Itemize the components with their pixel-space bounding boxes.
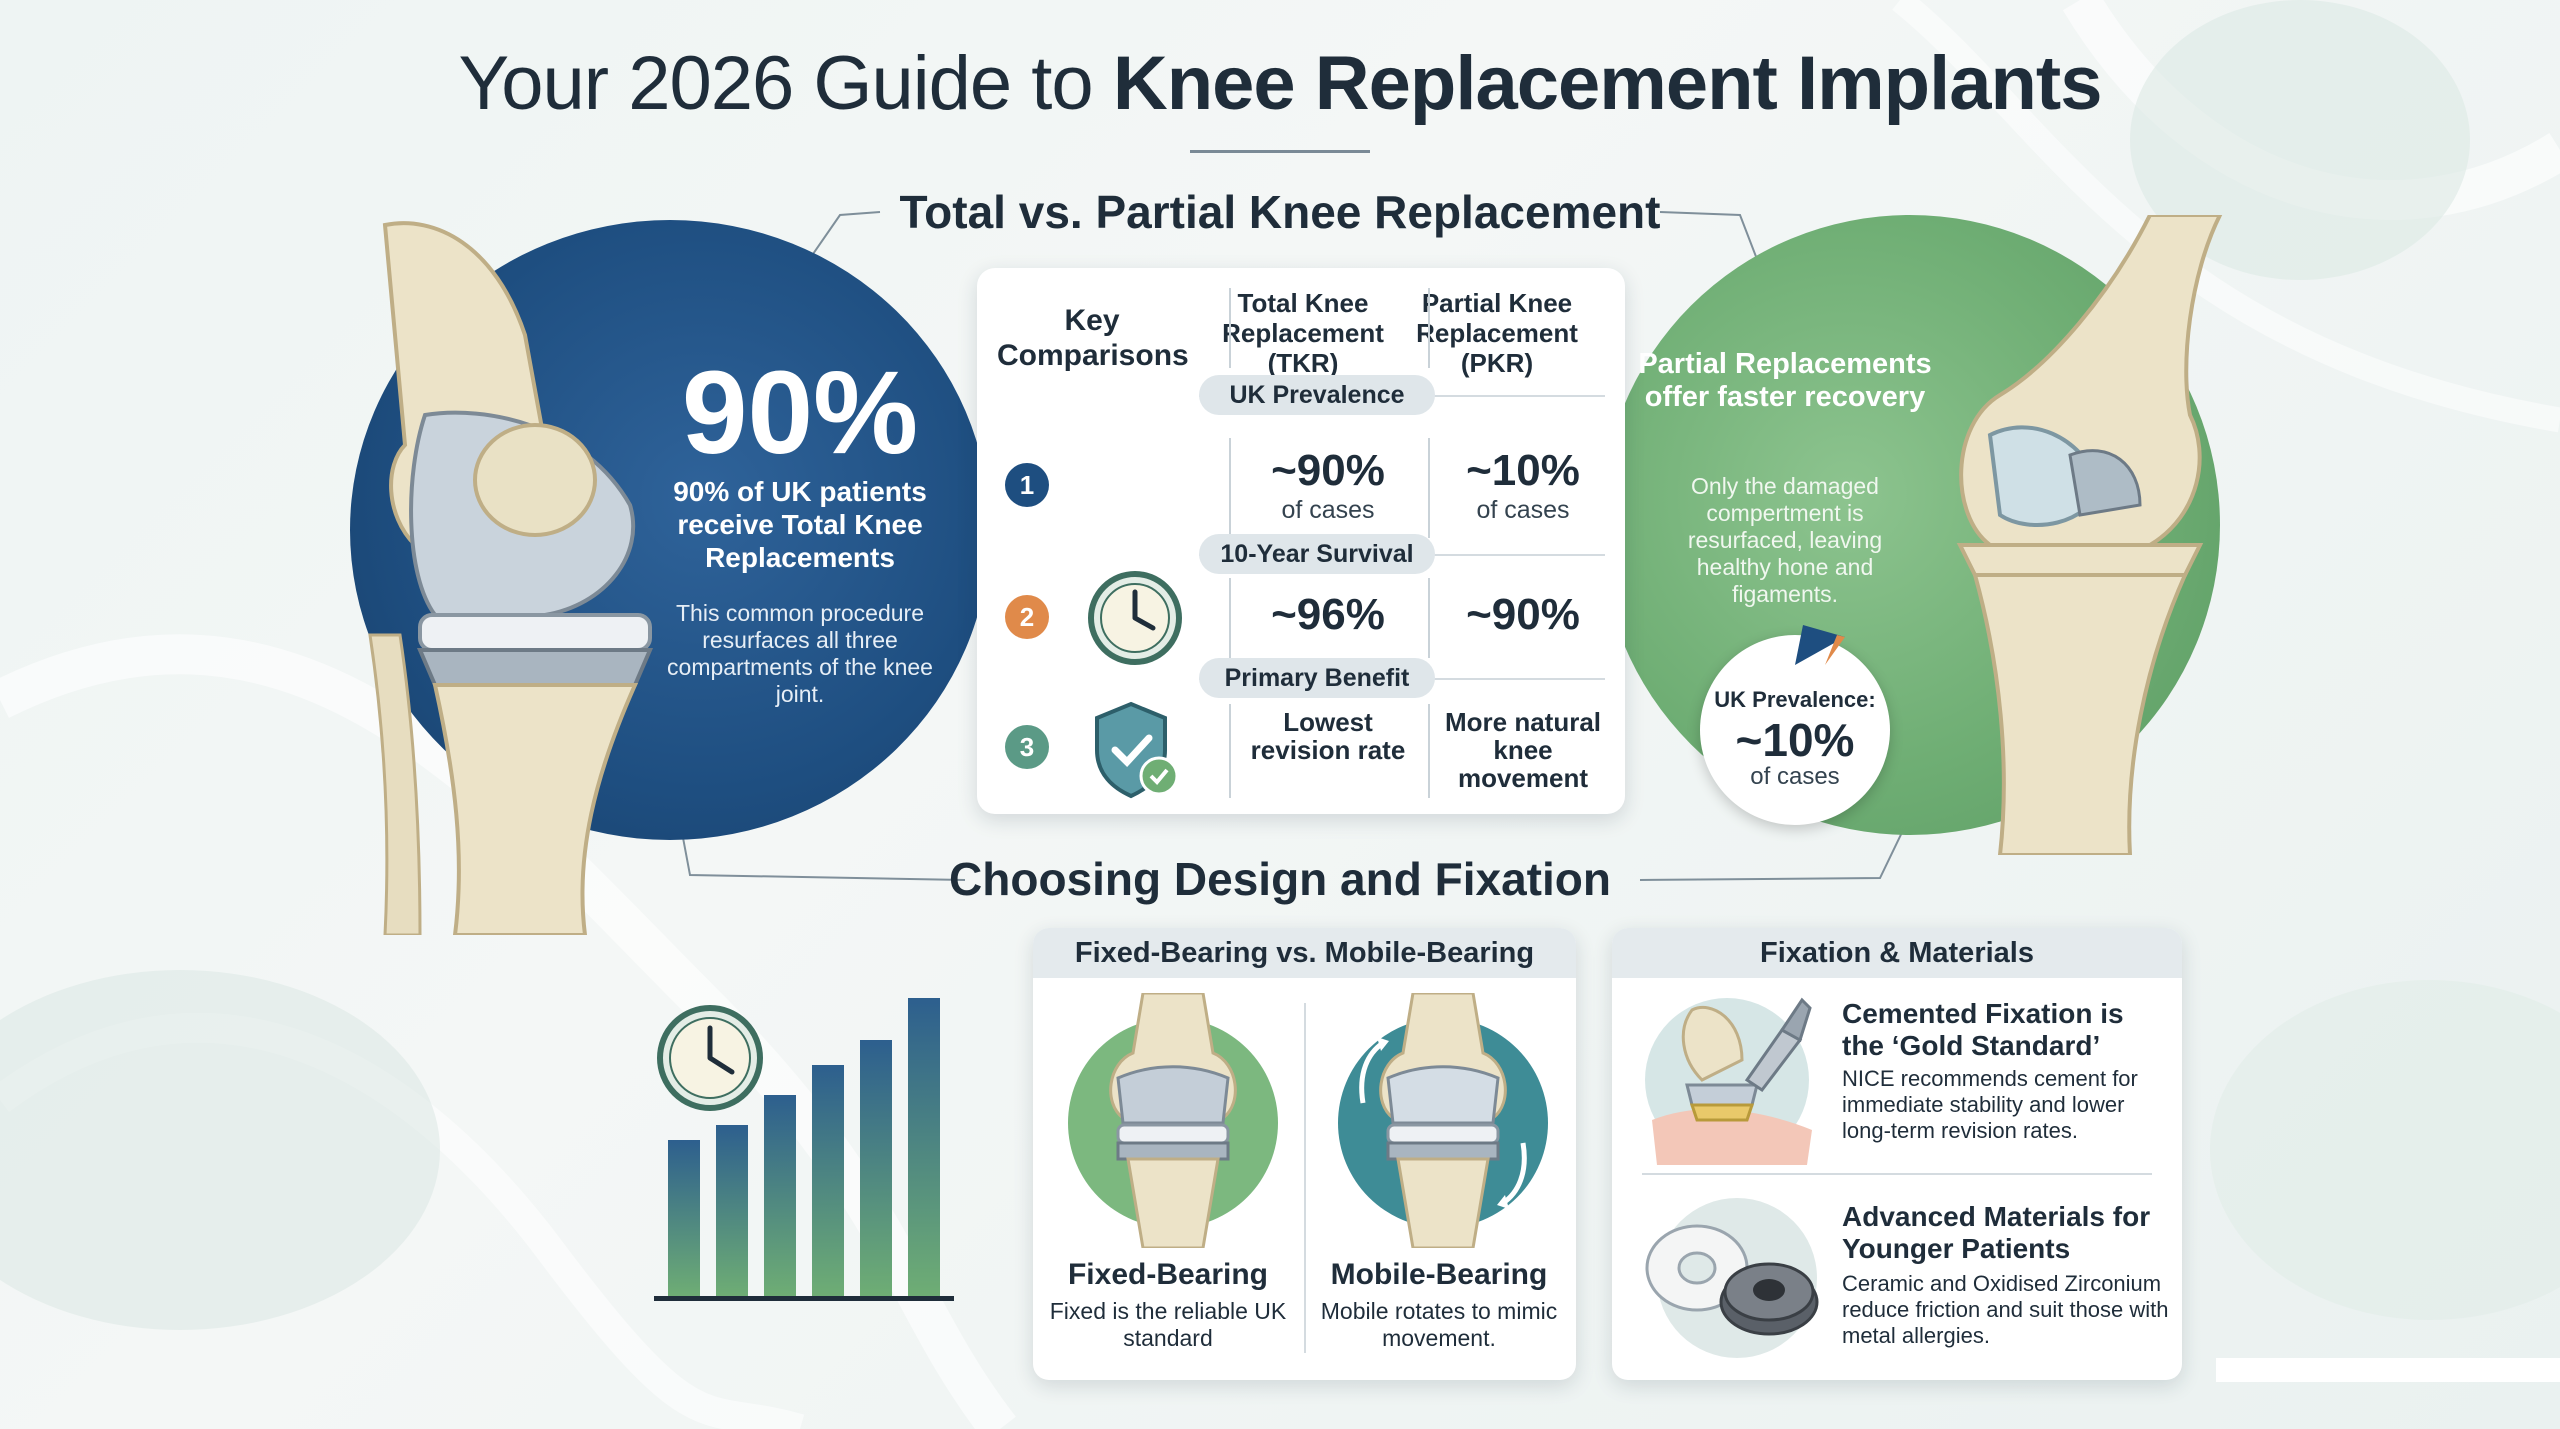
row-number-2: 2	[1005, 595, 1049, 639]
tkr-survival-value: ~96%	[1271, 590, 1385, 639]
knee-joint-illustration	[368, 221, 654, 935]
divider	[1428, 578, 1430, 658]
tkr-benefit: Lowest revision rate	[1250, 707, 1406, 765]
shield-check-icon	[1095, 701, 1179, 799]
fixed-bearing-title: Fixed-Bearing	[1067, 1258, 1269, 1291]
comparison-heading: Total vs. Partial Knee Replacement	[899, 186, 1661, 238]
bar-chart-icon	[654, 998, 954, 1301]
divider	[1428, 438, 1430, 538]
divider	[1229, 438, 1231, 538]
prevalence-label: UK Prevalence:	[1714, 687, 1876, 712]
fixed-bearing-illustration	[1068, 993, 1278, 1248]
bearing-card-header: Fixed-Bearing vs. Mobile-Bearing	[1033, 928, 1576, 978]
prevalence-value: ~10%	[1735, 714, 1855, 766]
tkr-header: Total Knee Replacement (TKR)	[1222, 288, 1384, 378]
divider	[1428, 704, 1430, 798]
key-comparisons-header: Key Comparisons	[997, 304, 1189, 372]
row-number-3: 3	[1005, 725, 1049, 769]
divider	[1428, 288, 1430, 368]
title-divider	[1190, 150, 1370, 153]
benefit-pill: Primary Benefit	[1199, 658, 1435, 698]
pkr-header: Partial Knee Replacement (PKR)	[1416, 288, 1578, 378]
comparison-table-card: Key Comparisons Total Knee Replacement (…	[977, 268, 1625, 814]
cement-title: Cemented Fixation is the ‘Gold Standard’	[1842, 998, 2124, 1061]
implant-washer-icon	[1645, 1198, 1819, 1358]
footer-strip	[2216, 1358, 2560, 1382]
divider	[1229, 578, 1231, 658]
pkr-benefit: More natural knee movement	[1444, 707, 1602, 793]
fixation-card-header: Fixation & Materials	[1612, 928, 2182, 978]
partial-lead: Partial Replacements offer faster recove…	[1638, 348, 1932, 413]
materials-title: Advanced Materials for Younger Patients	[1842, 1201, 2151, 1264]
pkr-prevalence-value: ~10%	[1466, 446, 1580, 495]
mobile-bearing-description: Mobile rotates to mimic movement.	[1320, 1298, 1558, 1351]
fixed-bearing-description: Fixed is the reliable UK standard	[1049, 1298, 1287, 1351]
design-heading: Choosing Design and Fixation	[949, 853, 1611, 905]
bearing-design-card: Fixed-Bearing vs. Mobile-Bearing Fixed-B…	[1033, 928, 1576, 1380]
partial-knee-illustration	[1956, 215, 2223, 855]
pie-wedge-icon	[1795, 625, 1845, 665]
divider	[1304, 1003, 1306, 1353]
pkr-survival-value: ~90%	[1466, 590, 1580, 639]
total-stat: 90%	[681, 347, 919, 479]
surgical-tool-icon	[1645, 997, 1812, 1165]
prevalence-unit: of cases	[1750, 763, 1840, 790]
pkr-prevalence-unit: of cases	[1476, 496, 1570, 524]
uk-prevalence-pill: UK Prevalence	[1199, 375, 1435, 415]
page-title: Your 2026 Guide to Knee Replacement Impl…	[0, 40, 2560, 127]
title-bold: Knee Replacement Implants	[1112, 41, 2103, 126]
partial-description: Only the damaged compertment is resurfac…	[1687, 473, 1883, 607]
fixation-materials-card: Fixation & Materials Cemented Fixation i…	[1612, 928, 2182, 1380]
materials-description: Ceramic and Oxidised Zirconium reduce fr…	[1842, 1271, 2169, 1348]
row-number-1: 1	[1005, 463, 1049, 507]
total-lead: 90% of UK patients receive Total Knee Re…	[673, 476, 927, 573]
survival-pill: 10-Year Survival	[1199, 534, 1435, 574]
tkr-prevalence-unit: of cases	[1281, 496, 1375, 524]
total-description: This common procedure resurfaces all thr…	[667, 600, 933, 707]
divider	[1229, 704, 1231, 798]
cement-description: NICE recommends cement for immediate sta…	[1842, 1066, 2138, 1143]
title-normal: Your 2026 Guide to	[458, 41, 1113, 126]
divider	[1642, 1173, 2152, 1175]
tkr-prevalence-value: ~90%	[1271, 446, 1385, 495]
mobile-bearing-illustration	[1338, 993, 1548, 1248]
clock-icon	[1088, 571, 1182, 665]
mobile-bearing-title: Mobile-Bearing	[1330, 1258, 1548, 1291]
prevalence-badge: UK Prevalence: ~10% of cases	[1700, 625, 1890, 825]
divider	[1229, 288, 1231, 368]
